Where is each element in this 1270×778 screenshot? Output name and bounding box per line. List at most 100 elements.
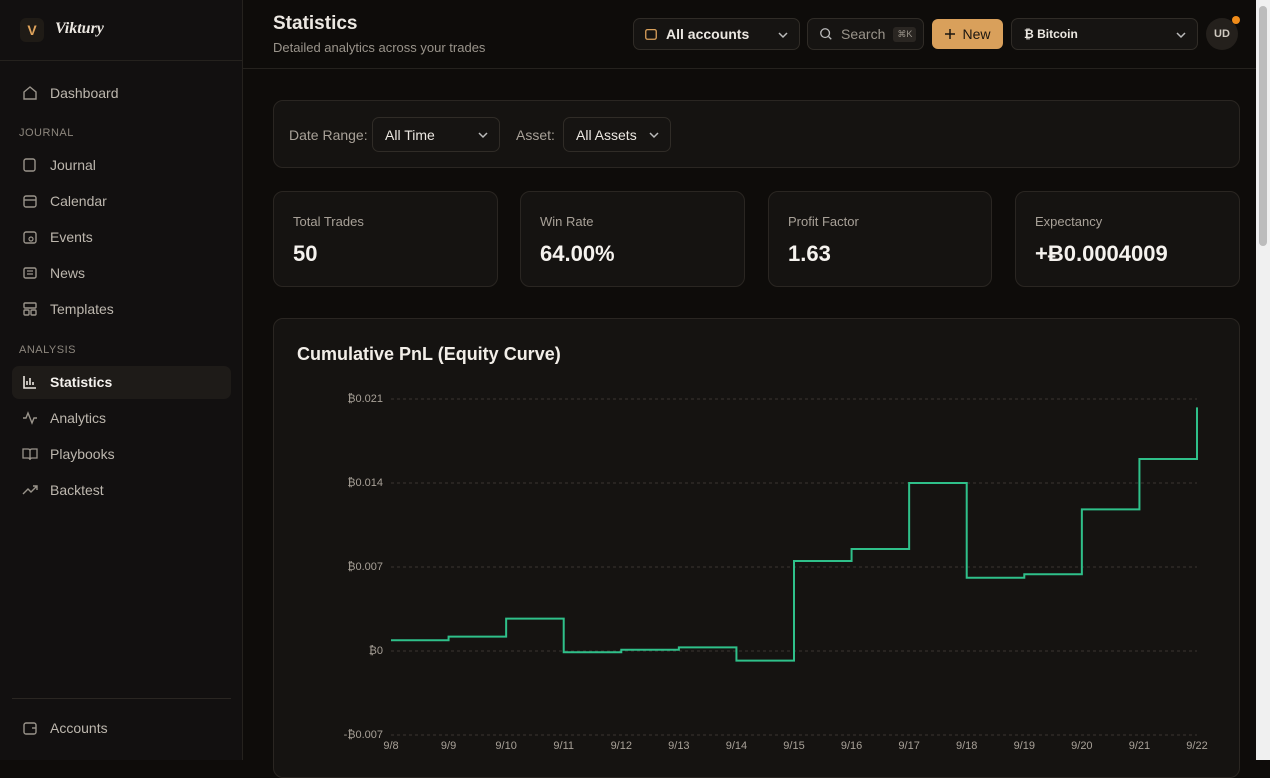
x-tick-label: 9/11 <box>553 740 574 752</box>
asset-filter[interactable]: All Assets <box>563 117 671 152</box>
nav-item[interactable]: Statistics <box>22 372 112 392</box>
notification-dot <box>1232 16 1240 24</box>
chevron <box>649 132 659 139</box>
section-heading: ANALYSIS <box>19 344 76 356</box>
x-tick-label: 9/14 <box>726 740 747 752</box>
nav-item[interactable]: Accounts <box>22 718 108 738</box>
filter-label: Asset: <box>516 127 555 143</box>
new-button[interactable]: New <box>932 19 1003 49</box>
x-tick-label: 9/10 <box>495 740 516 752</box>
equity-line <box>391 407 1198 662</box>
x-tick-label: 9/19 <box>1014 740 1035 752</box>
y-tick-label: ₿0.007 <box>347 561 383 573</box>
new-label: New <box>962 26 991 42</box>
stat-label: Expectancy <box>1035 214 1103 229</box>
nav-label: News <box>50 265 86 281</box>
nav-item[interactable]: Playbooks <box>22 444 115 464</box>
x-tick-label: 9/21 <box>1129 740 1150 752</box>
account-select[interactable]: All accounts <box>633 18 800 50</box>
icon <box>23 267 37 279</box>
y-tick-label: ₿0.021 <box>347 393 383 405</box>
search-label: Search <box>841 26 886 42</box>
brand: Viktury <box>55 20 104 37</box>
page-subtitle: Detailed analytics across your trades <box>273 40 486 55</box>
select-value: All Time <box>385 126 435 143</box>
section-heading: JOURNAL <box>19 127 74 139</box>
x-tick-label: 9/18 <box>956 740 977 752</box>
nav-item[interactable]: Events <box>22 227 93 247</box>
icon <box>23 86 37 100</box>
icon <box>23 302 37 316</box>
chart-title: Cumulative PnL (Equity Curve) <box>297 344 561 364</box>
stat-label: Total Trades <box>293 214 364 229</box>
chevron <box>478 132 488 139</box>
nav-item[interactable]: Backtest <box>22 480 104 500</box>
y-tick-label: ₿0.014 <box>347 477 383 489</box>
icon <box>820 28 832 40</box>
icon <box>945 29 956 39</box>
asset-select[interactable]: ₿ Bitcoin <box>1011 18 1198 50</box>
asset-label: ₿ Bitcoin <box>1024 27 1078 41</box>
nav-item[interactable]: Templates <box>22 299 114 319</box>
y-tick-label: ₿0 <box>369 645 383 657</box>
sidebar: V Viktury Dashboard JOURNAL Journal Cale… <box>0 0 243 760</box>
avatar[interactable]: UD <box>1206 18 1238 50</box>
nav-item[interactable]: Analytics <box>22 408 106 428</box>
account-label: All accounts <box>666 26 750 42</box>
icon <box>23 376 36 389</box>
page-title: Statistics <box>273 13 358 34</box>
nav-item[interactable]: Calendar <box>22 191 107 211</box>
x-tick-label: 9/13 <box>668 740 689 752</box>
x-tick-label: 9/8 <box>383 740 398 752</box>
header-border <box>243 68 1256 69</box>
chevron <box>1176 32 1186 39</box>
nav-label: Journal <box>50 157 96 173</box>
divider <box>0 60 242 61</box>
stat-label: Win Rate <box>540 214 594 229</box>
active-highlight <box>12 366 231 399</box>
x-tick-label: 9/17 <box>898 740 919 752</box>
icon <box>23 722 37 735</box>
filter-label: Date Range: <box>289 127 368 143</box>
icon <box>23 158 36 172</box>
stat-value: 64.00% <box>540 241 615 266</box>
x-tick-label: 9/9 <box>441 740 456 752</box>
stat-card: Total Trades 50 <box>273 191 498 287</box>
nav-label: Analytics <box>50 410 107 426</box>
divider <box>12 698 231 699</box>
nav-label: Playbooks <box>50 446 115 462</box>
icon <box>23 231 37 244</box>
nav-label: Statistics <box>50 374 113 390</box>
select-value: All Assets <box>576 126 637 143</box>
stat-card: Expectancy +Ƀ0.0004009 <box>1015 191 1240 287</box>
x-tick-label: 9/20 <box>1071 740 1092 752</box>
stat-card: Profit Factor 1.63 <box>768 191 992 287</box>
logo: V <box>20 18 44 42</box>
nav-item[interactable]: Dashboard <box>22 83 119 103</box>
chart-card <box>273 318 1240 778</box>
stat-value: +Ƀ0.0004009 <box>1035 241 1168 266</box>
stat-value: 50 <box>293 241 318 266</box>
filter-card: Date Range: All Time Asset: All Assets <box>273 100 1240 168</box>
nav-label: Events <box>50 229 93 245</box>
nav-item[interactable]: Journal <box>22 155 96 175</box>
nav-label: Templates <box>50 301 114 317</box>
nav-item[interactable]: News <box>22 263 85 283</box>
x-tick-label: 9/16 <box>841 740 862 752</box>
y-tick-label: -₿0.007 <box>344 729 383 741</box>
nav-label: Accounts <box>50 720 108 736</box>
icon <box>23 195 37 208</box>
stat-label: Profit Factor <box>788 214 859 229</box>
chevron <box>778 32 788 39</box>
chart: Cumulative PnL (Equity Curve) -₿0.007 ₿0 ₿… <box>297 344 1208 752</box>
x-tick-label: 9/22 <box>1186 740 1207 752</box>
icon <box>22 485 38 495</box>
date-select[interactable]: All Time <box>372 117 500 152</box>
icon <box>23 411 37 425</box>
icon <box>22 448 38 461</box>
x-tick-label: 9/15 <box>783 740 804 752</box>
search[interactable]: Search ⌘K <box>807 18 924 50</box>
x-tick-label: 9/12 <box>611 740 632 752</box>
scrollbar <box>1256 0 1270 760</box>
